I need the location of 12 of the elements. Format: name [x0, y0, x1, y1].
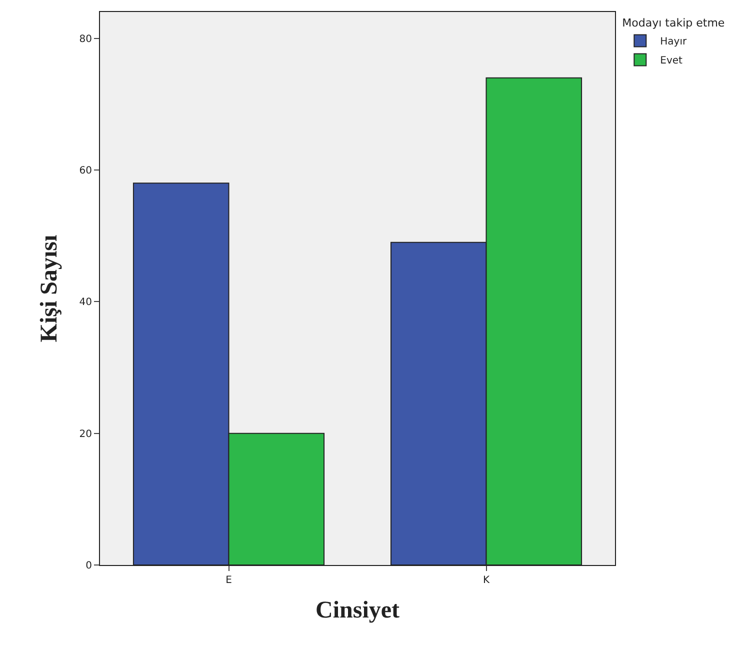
x-axis-title: Cinsiyet	[316, 597, 400, 624]
legend-label: Evet	[660, 56, 683, 67]
y-tick-label: 20	[79, 428, 92, 440]
x-tick-label: E	[226, 575, 232, 586]
legend-title: Modayı takip etme	[622, 16, 725, 30]
y-tick-label: 60	[79, 166, 92, 176]
y-axis-title: Kişi Sayısı	[36, 234, 62, 342]
y-tick-label: 40	[79, 297, 92, 308]
legend-label: Hayır	[660, 36, 688, 48]
y-tick-label: 80	[79, 34, 92, 45]
x-tick-label: K	[482, 575, 490, 586]
y-tick-label: 0	[86, 560, 92, 572]
